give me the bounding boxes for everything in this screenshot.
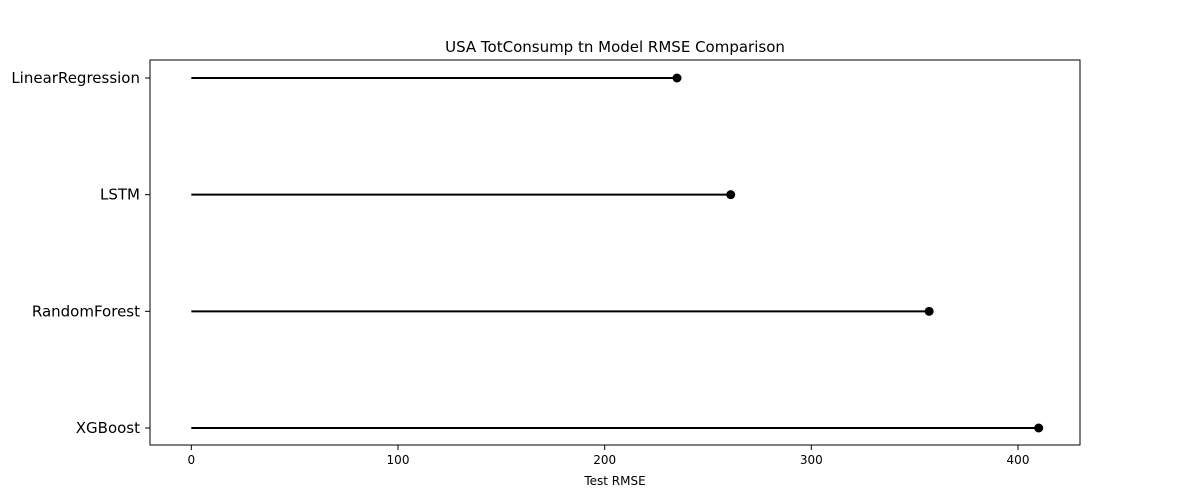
x-axis-label: Test RMSE bbox=[583, 474, 645, 488]
plot-area bbox=[149, 59, 1081, 446]
y-tick-label: RandomForest bbox=[32, 302, 140, 320]
x-tick-label: 100 bbox=[387, 453, 410, 467]
y-tick-label: XGBoost bbox=[76, 419, 140, 437]
x-tick-label: 0 bbox=[188, 453, 196, 467]
lollipop-marker bbox=[1034, 423, 1044, 433]
x-axis: 0 100 200 300 400 bbox=[188, 445, 1030, 467]
x-tick-label: 200 bbox=[593, 453, 616, 467]
lollipop-marker bbox=[726, 190, 736, 200]
chart-title: USA TotConsump tn Model RMSE Comparison bbox=[445, 38, 785, 56]
y-tick-label: LinearRegression bbox=[11, 69, 140, 87]
x-tick-label: 400 bbox=[1007, 453, 1030, 467]
lollipop-marker bbox=[924, 306, 934, 316]
x-tick-label: 300 bbox=[800, 453, 823, 467]
lollipop-markers bbox=[672, 73, 1044, 433]
lollipop-stems bbox=[191, 77, 1039, 429]
lollipop-marker bbox=[672, 73, 682, 83]
y-tick-label: LSTM bbox=[100, 186, 140, 204]
y-axis: LinearRegression LSTM RandomForest XGBoost bbox=[11, 69, 150, 437]
